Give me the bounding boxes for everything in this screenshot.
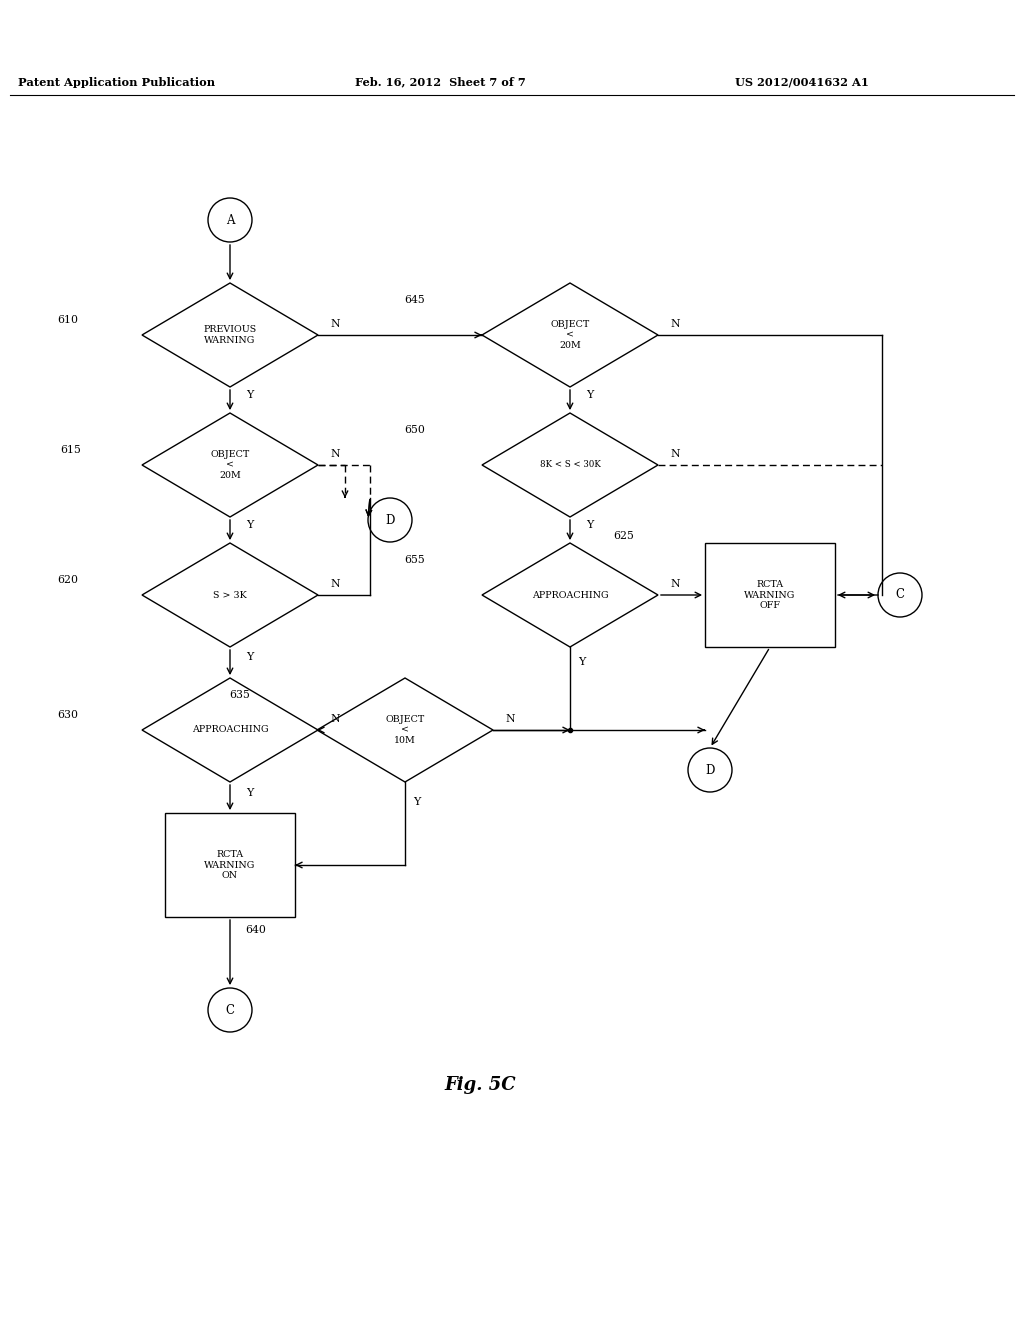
Text: Y: Y — [586, 520, 593, 531]
Text: 635: 635 — [229, 690, 250, 700]
Text: US 2012/0041632 A1: US 2012/0041632 A1 — [735, 77, 869, 87]
Text: 645: 645 — [404, 294, 425, 305]
Text: Y: Y — [578, 657, 586, 667]
Text: 8K < S < 30K: 8K < S < 30K — [540, 461, 600, 470]
Text: RCTA
WARNING
OFF: RCTA WARNING OFF — [744, 579, 796, 610]
Text: APPROACHING: APPROACHING — [191, 726, 268, 734]
Text: 615: 615 — [60, 445, 81, 455]
Text: Fig. 5C: Fig. 5C — [444, 1076, 516, 1094]
Text: Feb. 16, 2012  Sheet 7 of 7: Feb. 16, 2012 Sheet 7 of 7 — [355, 77, 525, 87]
Text: C: C — [225, 1003, 234, 1016]
Text: N: N — [670, 449, 680, 459]
Text: 630: 630 — [57, 710, 78, 719]
Text: OBJECT
<
20M: OBJECT < 20M — [550, 321, 590, 350]
Text: A: A — [225, 214, 234, 227]
Text: Y: Y — [413, 797, 420, 807]
Text: Y: Y — [246, 520, 253, 531]
Text: APPROACHING: APPROACHING — [531, 590, 608, 599]
Text: N: N — [670, 579, 680, 589]
Text: 620: 620 — [57, 576, 78, 585]
Text: C: C — [896, 589, 904, 602]
Bar — [705, 543, 835, 647]
Text: Y: Y — [586, 389, 593, 400]
Text: PREVIOUS
WARNING: PREVIOUS WARNING — [204, 325, 257, 345]
Text: Y: Y — [246, 389, 253, 400]
Text: Patent Application Publication: Patent Application Publication — [18, 77, 215, 87]
Text: D: D — [385, 513, 394, 527]
Text: N: N — [330, 319, 340, 329]
Text: OBJECT
<
20M: OBJECT < 20M — [210, 450, 250, 480]
Text: 640: 640 — [245, 925, 266, 935]
Text: RCTA
WARNING
ON: RCTA WARNING ON — [205, 850, 256, 880]
Text: 610: 610 — [57, 315, 78, 325]
Text: N: N — [330, 714, 340, 723]
Text: N: N — [330, 449, 340, 459]
Text: OBJECT
<
10M: OBJECT < 10M — [385, 715, 425, 744]
Text: S > 3K: S > 3K — [213, 590, 247, 599]
Text: D: D — [706, 763, 715, 776]
Text: 625: 625 — [613, 531, 634, 541]
Text: N: N — [330, 579, 340, 589]
Text: 655: 655 — [404, 554, 425, 565]
Text: Y: Y — [246, 788, 253, 797]
Text: 650: 650 — [404, 425, 425, 436]
Bar — [165, 813, 295, 917]
Text: Y: Y — [246, 652, 253, 663]
Text: N: N — [505, 714, 514, 723]
Text: N: N — [670, 319, 680, 329]
